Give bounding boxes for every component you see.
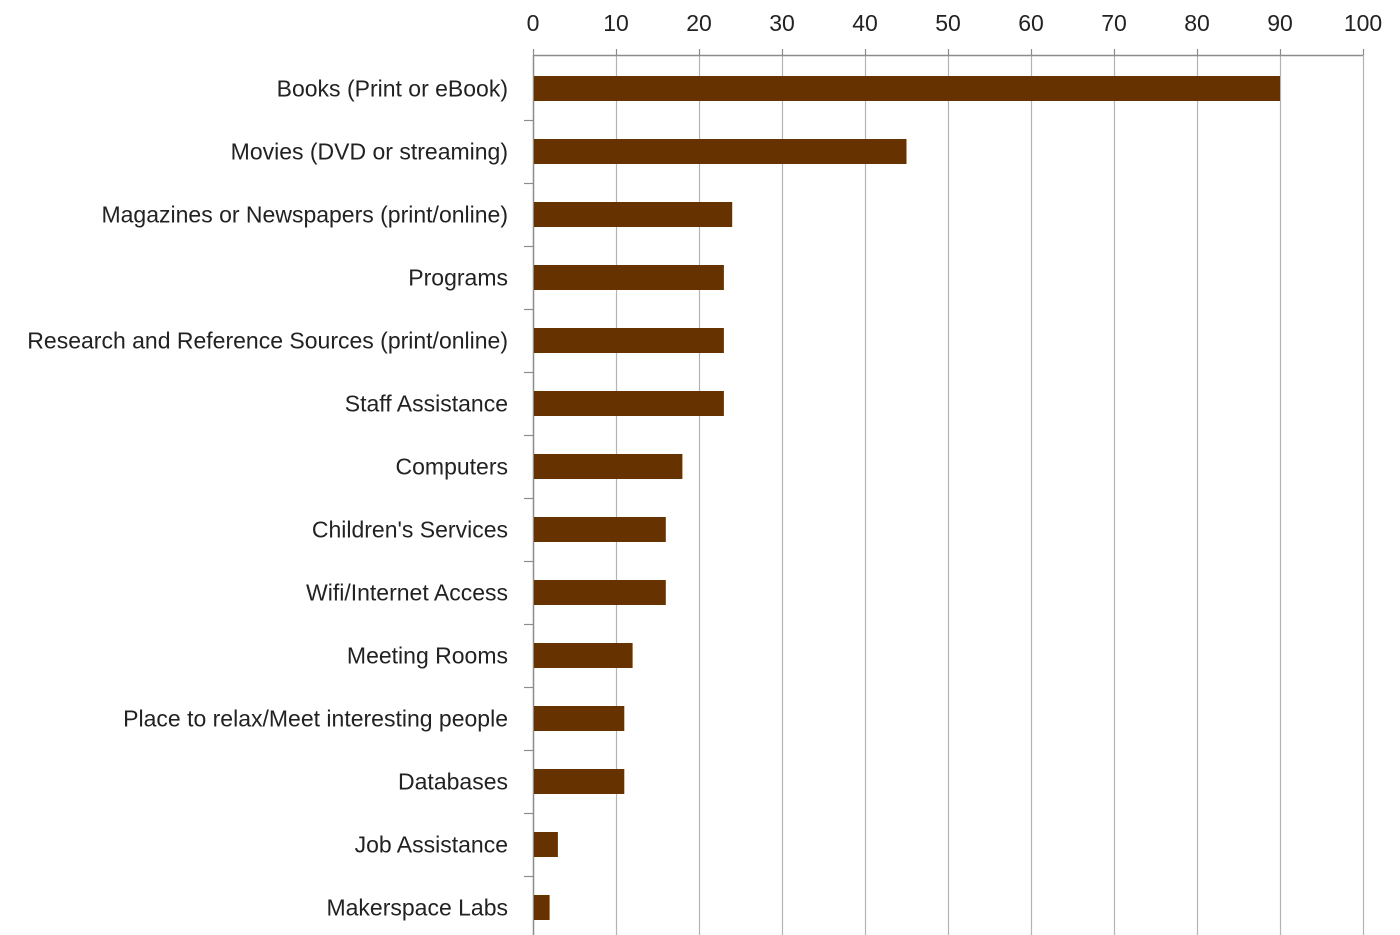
x-tick-label: 100 xyxy=(1344,10,1382,36)
category-label: Magazines or Newspapers (print/online) xyxy=(101,202,508,228)
x-tick-label: 60 xyxy=(1018,10,1044,36)
category-label: Programs xyxy=(408,265,508,291)
x-tick-label: 0 xyxy=(527,10,540,36)
x-tick-label: 20 xyxy=(686,10,712,36)
bar xyxy=(534,139,907,164)
category-label: Meeting Rooms xyxy=(347,643,508,669)
x-tick-label: 50 xyxy=(935,10,961,36)
bar xyxy=(534,454,683,479)
category-label: Research and Reference Sources (print/on… xyxy=(27,328,508,354)
bars xyxy=(534,76,1280,920)
category-label: Staff Assistance xyxy=(345,391,508,417)
axes xyxy=(524,49,1365,935)
category-label: Job Assistance xyxy=(355,832,508,858)
bar xyxy=(534,517,666,542)
gridlines xyxy=(615,55,1365,935)
bar xyxy=(534,643,633,668)
x-tick-label: 80 xyxy=(1184,10,1210,36)
category-label: Computers xyxy=(396,454,508,480)
bar xyxy=(534,580,666,605)
x-tick-labels: 0 10 20 30 40 50 60 70 80 90 100 xyxy=(527,10,1383,36)
category-label: Databases xyxy=(398,769,508,795)
category-label: Children's Services xyxy=(312,517,508,543)
x-tick-label: 10 xyxy=(603,10,629,36)
x-tick-label: 90 xyxy=(1267,10,1293,36)
bar xyxy=(534,391,724,416)
bar xyxy=(534,769,625,794)
category-label: Wifi/Internet Access xyxy=(306,580,508,606)
x-tick-label: 40 xyxy=(852,10,878,36)
category-label: Movies (DVD or streaming) xyxy=(231,139,508,165)
x-tick-label: 30 xyxy=(769,10,795,36)
category-label: Books (Print or eBook) xyxy=(277,76,508,102)
bar xyxy=(534,265,724,290)
bar xyxy=(534,328,724,353)
category-label: Makerspace Labs xyxy=(326,895,508,921)
bar xyxy=(534,706,625,731)
category-label: Place to relax/Meet interesting people xyxy=(123,706,508,732)
bar xyxy=(534,202,733,227)
category-labels: Books (Print or eBook) Movies (DVD or str… xyxy=(27,76,508,921)
bar xyxy=(534,76,1280,101)
x-tick-label: 70 xyxy=(1101,10,1127,36)
bar xyxy=(534,832,558,857)
bar xyxy=(534,895,550,920)
